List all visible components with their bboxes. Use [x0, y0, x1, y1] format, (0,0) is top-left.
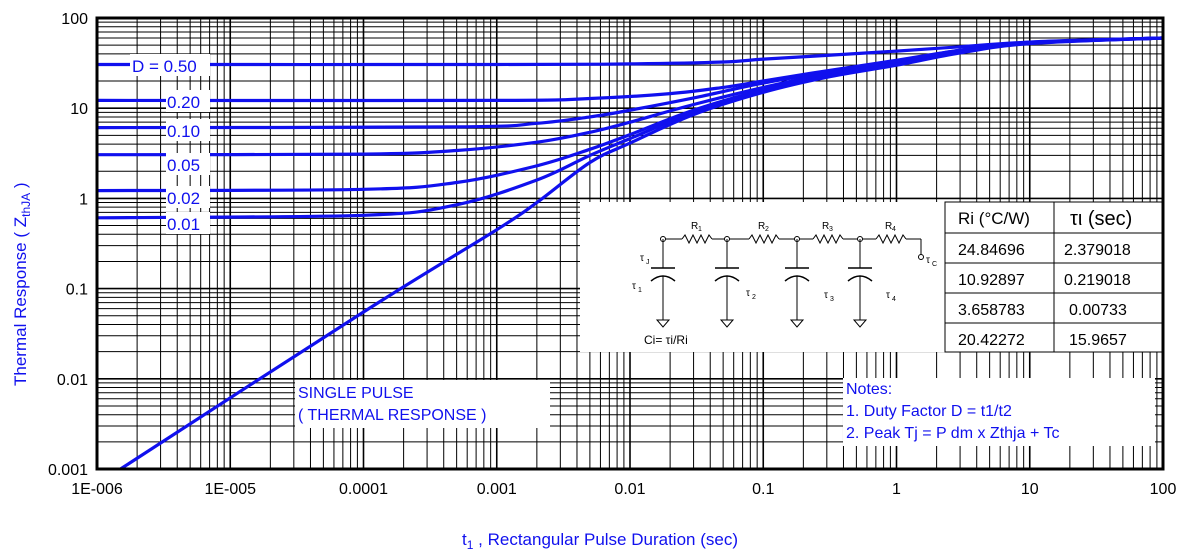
x-axis-label: t1 , Rectangular Pulse Duration (sec)	[462, 530, 738, 552]
table-cell: 15.9657	[1069, 332, 1127, 349]
y-tick-label: 1	[79, 191, 88, 208]
d001-label: 0.01	[167, 215, 200, 234]
tau1-label: τ	[632, 281, 636, 292]
notes-annotation: Notes: 1. Duty Factor D = t1/t2 2. Peak …	[843, 378, 1155, 446]
tau2-label: τ	[746, 288, 750, 299]
svg-text:C: C	[932, 261, 937, 268]
tick-labels: 1E-006 1E-005 0.0001 0.001 0.01 0.1 1 10 100 0.00…	[48, 11, 1176, 498]
ci-formula: Ci= τi/Ri	[644, 333, 688, 347]
d020-label-bg	[166, 90, 210, 112]
x-tick-label: 1	[892, 481, 901, 498]
x-tick-label: 100	[1150, 481, 1177, 498]
table-cell: 0.219018	[1064, 272, 1131, 289]
table-cell: 2.379018	[1064, 242, 1131, 259]
r3-label: R	[822, 221, 829, 232]
svg-text:J: J	[646, 259, 650, 266]
plot-frame	[95, 16, 1165, 471]
d005-label: 0.05	[167, 156, 200, 175]
r4-label: R	[885, 221, 892, 232]
notes-title: Notes:	[846, 381, 892, 398]
x-tick-label: 0.1	[752, 481, 774, 498]
resistor-r4	[875, 233, 907, 245]
y-tick-label: 0.01	[57, 372, 88, 389]
tau4-label: τ	[886, 290, 890, 301]
svg-text:2: 2	[765, 226, 769, 233]
single-pulse-annotation: SINGLE PULSE ( THERMAL RESPONSE )	[295, 380, 550, 428]
table-header-ri: Ri (°C/W)	[958, 209, 1030, 228]
svg-text:4: 4	[892, 226, 896, 233]
d005-label-bg	[166, 153, 210, 175]
single-pulse-line2: ( THERMAL RESPONSE )	[298, 407, 486, 424]
tau-j-label: τ	[640, 253, 644, 264]
d050-label: D = 0.50	[132, 57, 197, 76]
y-tick-label: 0.001	[48, 462, 88, 479]
rc-network-diagram: R 1 R 2 R 3 R 4 τ J τ C τ 1 τ 2 τ 3 τ 4 …	[580, 202, 945, 352]
duty-labels: D = 0.50 0.20 0.10 0.05 0.02 0.01	[130, 54, 210, 234]
capacitors	[650, 239, 873, 328]
d010-label: 0.10	[167, 122, 200, 141]
y-tick-label: 100	[61, 11, 88, 28]
d002-label-bg	[166, 186, 210, 208]
x-tick-label: 10	[1021, 481, 1039, 498]
table-cell: 24.84696	[958, 242, 1025, 259]
d001-label-bg	[166, 212, 210, 234]
r1-label: R	[691, 221, 698, 232]
resistor-r3	[812, 233, 844, 245]
y-tick-label: 0.1	[66, 282, 88, 299]
resistor-r2	[748, 233, 780, 245]
series-line-6	[119, 36, 1164, 471]
svg-text:1: 1	[638, 287, 642, 294]
rc-table: Ri (°C/W) τι (sec) 24.84696 2.379018 10.…	[944, 201, 1164, 353]
table-header-tau: τι (sec)	[1070, 208, 1132, 230]
notes-line1: 1. Duty Factor D = t1/t2	[846, 403, 1012, 420]
resistor-r1	[681, 233, 713, 245]
svg-text:4: 4	[892, 296, 896, 303]
table-cell: 3.658783	[958, 302, 1025, 319]
y-axis-label: Thermal Response ( ZthJA )	[11, 182, 33, 386]
table-cell: 10.92897	[958, 272, 1025, 289]
r2-label: R	[758, 221, 765, 232]
capacitor-1	[650, 239, 676, 328]
svg-text:1: 1	[698, 226, 702, 233]
capacitor-3	[784, 239, 810, 328]
single-pulse-line1: SINGLE PULSE	[298, 385, 414, 402]
notes-line2: 2. Peak Tj = P dm x Zthja + Tc	[846, 425, 1059, 442]
svg-text:3: 3	[829, 226, 833, 233]
table-cell: 20.42272	[958, 332, 1025, 349]
capacitor-2	[714, 239, 740, 328]
x-tick-label: 0.0001	[339, 481, 388, 498]
d020-label: 0.20	[167, 93, 200, 112]
x-tick-label: 1E-006	[71, 481, 123, 498]
tau3-label: τ	[824, 290, 828, 301]
d010-label-bg	[166, 119, 210, 141]
tau-c-label: τ	[926, 255, 930, 266]
d050-label-bg	[130, 54, 210, 76]
capacitor-4	[847, 239, 873, 328]
y-tick-label: 10	[70, 101, 88, 118]
table-cell: 0.00733	[1069, 302, 1127, 319]
svg-text:2: 2	[752, 294, 756, 301]
x-tick-label: 0.01	[614, 481, 645, 498]
x-tick-label: 1E-005	[204, 481, 256, 498]
x-tick-label: 0.001	[477, 481, 517, 498]
d002-label: 0.02	[167, 189, 200, 208]
svg-text:3: 3	[830, 296, 834, 303]
curve-layer	[96, 36, 1164, 471]
